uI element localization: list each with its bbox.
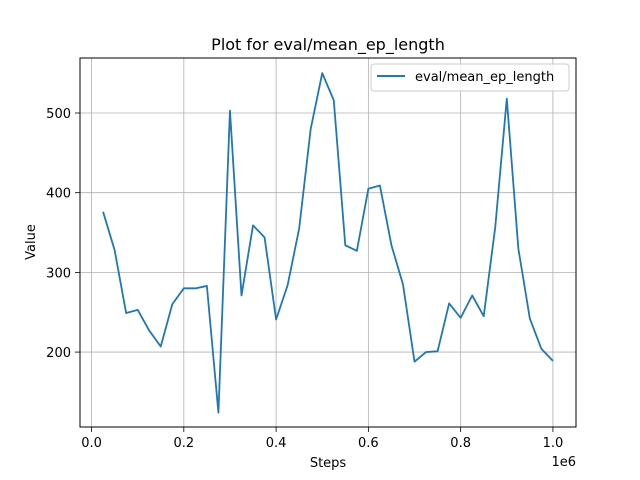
y-tick-label: 200 bbox=[46, 346, 71, 361]
plot-series bbox=[102, 72, 554, 414]
grid-lines bbox=[80, 58, 576, 427]
axis-ticks: 0.0 0.2 0.4 0.6 0.8 1.0 200 300 400 500 bbox=[46, 107, 563, 451]
chart-title: Plot for eval/mean_ep_length bbox=[211, 35, 445, 55]
x-tick-label: 0.6 bbox=[358, 436, 379, 451]
x-tick-label: 0.4 bbox=[266, 436, 287, 451]
x-axis-title: Steps bbox=[310, 456, 347, 471]
series-line-0 bbox=[102, 72, 554, 414]
y-axis-title: Value bbox=[24, 224, 39, 260]
x-tick-label: 0.8 bbox=[450, 436, 471, 451]
legend-label: eval/mean_ep_length bbox=[415, 70, 554, 85]
x-tick-label: 1.0 bbox=[543, 436, 564, 451]
x-tick-label: 0.2 bbox=[173, 436, 194, 451]
x-axis-scale-label: 1e6 bbox=[551, 455, 576, 470]
x-tick-label: 0.0 bbox=[81, 436, 102, 451]
legend: eval/mean_ep_length bbox=[370, 63, 570, 92]
legend-box bbox=[370, 63, 570, 92]
y-tick-label: 500 bbox=[46, 107, 71, 122]
plot-frame bbox=[79, 57, 577, 428]
y-tick-label: 400 bbox=[46, 187, 71, 202]
y-tick-label: 300 bbox=[46, 266, 71, 281]
